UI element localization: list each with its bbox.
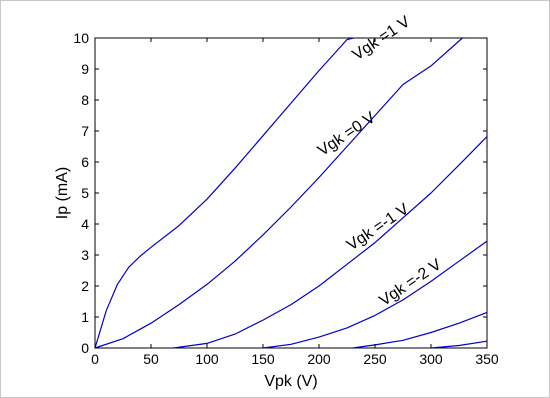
- y-axis-title: Ip (mA): [54, 167, 71, 219]
- x-tick-label: 0: [91, 351, 99, 367]
- plot-area: [94, 37, 488, 349]
- x-tick-label: 150: [251, 351, 275, 367]
- y-tick-label: 0: [81, 340, 89, 356]
- series-line-0: [94, 37, 354, 349]
- y-tick-label: 8: [81, 92, 89, 108]
- y-tick-label: 1: [81, 309, 89, 325]
- curves: [94, 37, 488, 349]
- x-axis-title: Vpk (V): [264, 373, 317, 390]
- x-tick-label: 100: [195, 351, 219, 367]
- series-line-3: [262, 240, 488, 349]
- y-axis-ticks: 0 1 2 3 4 5 6 7 8 9 10: [73, 30, 487, 356]
- series-line-2: [173, 136, 488, 349]
- y-tick-label: 10: [73, 30, 89, 46]
- x-tick-label: 350: [475, 351, 499, 367]
- x-tick-label: 250: [363, 351, 387, 367]
- y-tick-label: 9: [81, 61, 89, 77]
- plot-box: [94, 37, 488, 349]
- y-tick-label: 6: [81, 154, 89, 170]
- x-tick-label: 300: [419, 351, 443, 367]
- series-line-5: [430, 340, 488, 349]
- series-line-1: [94, 37, 463, 349]
- y-tick-label: 2: [81, 278, 89, 294]
- series-line-4: [352, 311, 488, 349]
- y-tick-label: 5: [81, 185, 89, 201]
- x-axis-ticks: 0 50 100 150 200 250 300 350: [91, 38, 499, 367]
- y-tick-label: 4: [81, 216, 89, 232]
- x-tick-label: 200: [307, 351, 331, 367]
- y-tick-label: 7: [81, 123, 89, 139]
- y-tick-label: 3: [81, 247, 89, 263]
- x-tick-label: 50: [143, 351, 159, 367]
